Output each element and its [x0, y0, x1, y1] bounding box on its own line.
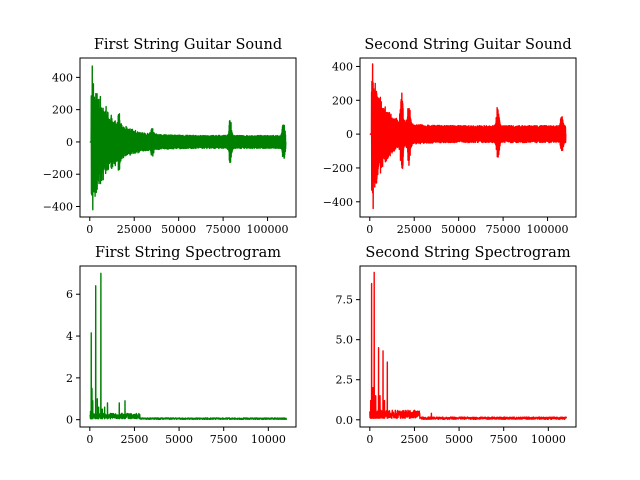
x-tick-label: 75000: [206, 223, 241, 236]
x-tick-label: 7500: [490, 433, 518, 446]
x-tick-label: 100000: [247, 223, 289, 236]
y-tick-label: 400: [332, 60, 353, 73]
y-tick-label: 0.0: [336, 414, 354, 427]
chart-title: First String Guitar Sound: [94, 37, 282, 53]
y-tick-label: 400: [52, 71, 73, 84]
y-tick-label: 2.5: [336, 374, 354, 387]
x-tick-label: 5000: [165, 433, 193, 446]
x-tick-label: 0: [86, 223, 93, 236]
axes-frame: [79, 265, 297, 428]
y-tick-label: 5.0: [336, 334, 354, 347]
y-tick-label: 2: [66, 372, 73, 385]
axes-frame: [79, 57, 297, 218]
x-tick-label: 0: [366, 223, 373, 236]
y-tick-label: 7.5: [336, 294, 354, 307]
x-tick-label: 25000: [117, 223, 152, 236]
x-tick-label: 2500: [400, 433, 428, 446]
series-line: [369, 271, 568, 421]
axes-frame: [359, 57, 577, 218]
y-tick-label: 200: [52, 104, 73, 117]
x-tick-label: 25000: [397, 223, 432, 236]
chart-title: Second String Spectrogram: [365, 245, 570, 261]
x-tick-label: 5000: [445, 433, 473, 446]
chart-title: Second String Guitar Sound: [364, 37, 571, 53]
chart-title: First String Spectrogram: [95, 245, 281, 261]
panel-second-string-sound: Second String Guitar Sound 0 25000 50000 75…: [323, 37, 577, 236]
panel-first-string-spectrogram: First String Spectrogram 0 2500 5000 7500 10…: [66, 245, 297, 446]
y-tick-label: 200: [332, 94, 353, 107]
axes-frame: [359, 265, 577, 428]
y-tick-label: 4: [66, 330, 73, 343]
y-tick-label: 0: [346, 128, 353, 141]
x-tick-label: 75000: [486, 223, 521, 236]
panel-first-string-sound: First String Guitar Sound 0 25000 50000 750…: [43, 37, 297, 236]
y-tick-label: −400: [43, 201, 73, 214]
panel-second-string-spectrogram: Second String Spectrogram 0 2500 5000 7500 1…: [336, 245, 577, 446]
y-tick-label: 0: [66, 136, 73, 149]
x-tick-label: 100000: [527, 223, 569, 236]
x-tick-label: 0: [366, 433, 373, 446]
y-tick-label: 6: [66, 288, 73, 301]
x-tick-label: 0: [86, 433, 93, 446]
x-tick-label: 10000: [251, 433, 286, 446]
series-line: [89, 272, 288, 421]
x-tick-label: 50000: [161, 223, 196, 236]
y-tick-label: 0: [66, 414, 73, 427]
y-tick-label: −400: [323, 196, 353, 209]
x-tick-label: 7500: [210, 433, 238, 446]
x-tick-label: 2500: [120, 433, 148, 446]
y-tick-label: −200: [323, 162, 353, 175]
x-tick-label: 50000: [441, 223, 476, 236]
series-line: [89, 65, 287, 211]
y-tick-label: −200: [43, 168, 73, 181]
x-tick-label: 10000: [531, 433, 566, 446]
series-line: [369, 63, 567, 210]
